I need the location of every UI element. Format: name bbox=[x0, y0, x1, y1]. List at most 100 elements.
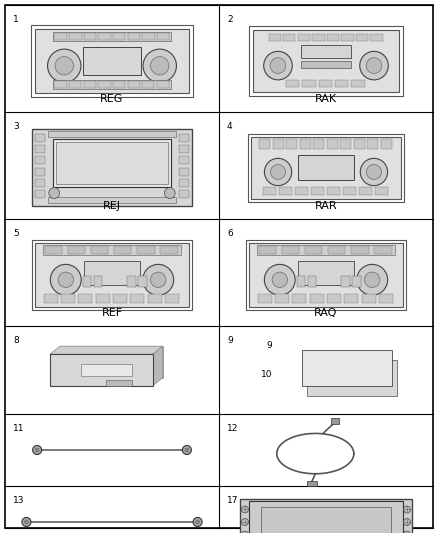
Circle shape bbox=[241, 519, 248, 526]
Text: 1: 1 bbox=[13, 15, 19, 24]
Bar bbox=[282, 246, 299, 254]
Circle shape bbox=[164, 188, 175, 198]
Bar bbox=[259, 139, 270, 149]
Text: RAK: RAK bbox=[315, 94, 337, 104]
Bar bbox=[78, 294, 92, 303]
Bar bbox=[331, 417, 339, 424]
Bar bbox=[261, 507, 392, 533]
Circle shape bbox=[270, 58, 286, 74]
Text: REJ: REJ bbox=[103, 201, 121, 211]
Bar bbox=[43, 294, 58, 303]
Bar bbox=[106, 379, 132, 386]
Bar bbox=[180, 156, 189, 164]
Bar bbox=[180, 134, 189, 142]
Bar bbox=[313, 139, 324, 149]
Text: 13: 13 bbox=[13, 496, 25, 505]
Circle shape bbox=[49, 188, 60, 198]
Bar bbox=[263, 188, 276, 195]
Bar bbox=[35, 29, 189, 93]
Circle shape bbox=[143, 264, 173, 295]
Bar bbox=[113, 81, 125, 88]
Bar bbox=[157, 33, 170, 41]
Polygon shape bbox=[50, 346, 162, 354]
Bar bbox=[300, 61, 351, 68]
Bar bbox=[56, 142, 168, 184]
Bar bbox=[344, 294, 358, 303]
Bar bbox=[142, 81, 155, 88]
Bar bbox=[327, 188, 340, 195]
Bar bbox=[137, 246, 155, 254]
Circle shape bbox=[366, 58, 382, 74]
Bar bbox=[286, 139, 297, 149]
Circle shape bbox=[403, 506, 410, 513]
Circle shape bbox=[22, 518, 31, 527]
Text: 9: 9 bbox=[227, 336, 233, 345]
Circle shape bbox=[151, 56, 169, 75]
Bar bbox=[341, 34, 353, 41]
Bar bbox=[113, 33, 125, 41]
Bar bbox=[300, 139, 311, 149]
Bar bbox=[327, 294, 341, 303]
Circle shape bbox=[193, 518, 202, 527]
Text: 3: 3 bbox=[13, 122, 19, 131]
Text: 8: 8 bbox=[13, 336, 19, 345]
Bar bbox=[84, 81, 96, 88]
Circle shape bbox=[265, 264, 295, 295]
Bar bbox=[374, 188, 388, 195]
Bar bbox=[248, 134, 404, 201]
Bar bbox=[180, 145, 189, 153]
Bar bbox=[292, 294, 307, 303]
Bar bbox=[335, 80, 348, 87]
Circle shape bbox=[364, 272, 380, 287]
Bar bbox=[352, 276, 360, 287]
Text: REG: REG bbox=[100, 94, 124, 104]
Text: 4: 4 bbox=[227, 122, 233, 131]
Circle shape bbox=[403, 531, 410, 533]
Circle shape bbox=[143, 49, 177, 83]
Bar bbox=[69, 81, 81, 88]
Circle shape bbox=[403, 519, 410, 526]
Bar bbox=[53, 80, 170, 89]
Bar bbox=[295, 188, 308, 195]
Bar bbox=[298, 261, 354, 285]
Bar bbox=[305, 246, 322, 254]
Bar bbox=[297, 276, 305, 287]
Bar bbox=[50, 354, 153, 386]
Bar bbox=[251, 136, 401, 199]
Bar bbox=[95, 294, 110, 303]
Circle shape bbox=[360, 51, 389, 80]
Bar bbox=[286, 80, 300, 87]
Bar bbox=[311, 188, 324, 195]
Bar bbox=[381, 139, 392, 149]
Bar bbox=[300, 44, 351, 58]
Bar bbox=[157, 81, 169, 88]
Circle shape bbox=[185, 448, 189, 452]
Circle shape bbox=[58, 272, 74, 287]
Text: RAR: RAR bbox=[314, 201, 337, 211]
Circle shape bbox=[35, 448, 39, 452]
Bar bbox=[249, 26, 403, 95]
Bar bbox=[83, 46, 141, 75]
Bar bbox=[81, 364, 132, 376]
Bar bbox=[67, 246, 85, 254]
Bar bbox=[249, 501, 403, 533]
Bar bbox=[35, 145, 45, 153]
Bar bbox=[180, 168, 189, 175]
Bar bbox=[258, 246, 276, 254]
Bar bbox=[32, 129, 192, 206]
Text: 12: 12 bbox=[227, 424, 238, 433]
Circle shape bbox=[241, 506, 248, 513]
Circle shape bbox=[151, 272, 166, 287]
Bar bbox=[35, 190, 45, 198]
Bar bbox=[99, 81, 110, 88]
Bar bbox=[371, 34, 383, 41]
Circle shape bbox=[25, 520, 28, 524]
Bar bbox=[297, 155, 354, 180]
Bar bbox=[45, 246, 62, 254]
Bar bbox=[114, 246, 131, 254]
Bar bbox=[83, 276, 91, 287]
Bar bbox=[99, 33, 111, 41]
Bar bbox=[35, 156, 45, 164]
Bar bbox=[343, 188, 356, 195]
Circle shape bbox=[50, 264, 81, 295]
